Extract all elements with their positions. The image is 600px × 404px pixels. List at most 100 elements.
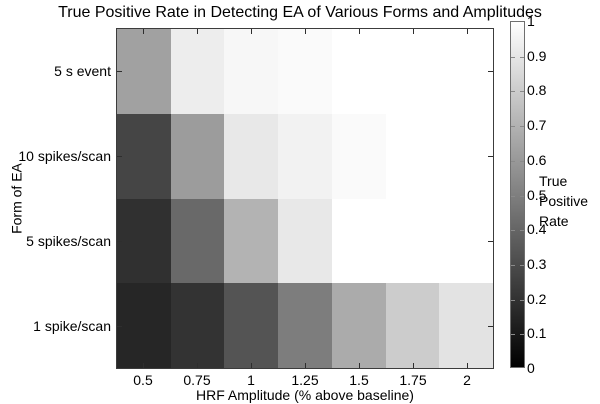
colorbar-tick-label: 0.7 — [527, 117, 547, 134]
y-tick-label: 10 spikes/scan — [18, 147, 111, 164]
x-axis-tick — [413, 363, 414, 368]
colorbar-tick — [520, 334, 524, 336]
x-tick-label: 1.25 — [291, 372, 319, 388]
heatmap-cell — [117, 283, 171, 368]
heatmap-cell — [331, 283, 386, 368]
heatmap-cell — [278, 198, 332, 284]
heatmap-cell — [331, 113, 386, 199]
colorbar-tick-label: 0.9 — [527, 47, 547, 64]
colorbar-tick — [511, 264, 515, 266]
colorbar-tick — [511, 195, 515, 197]
heatmap-cell — [117, 198, 171, 284]
colorbar-tick-label: 0.8 — [527, 82, 547, 99]
heatmap-cell — [117, 113, 171, 199]
heatmap-cell — [278, 283, 332, 368]
colorbar-tick-label: 0.5 — [527, 186, 547, 203]
colorbar-tick — [520, 91, 524, 93]
y-axis-tick — [117, 71, 122, 72]
y-tick-label: 5 s event — [54, 62, 111, 79]
x-axis-tick — [143, 363, 144, 368]
colorbar-tick — [520, 264, 524, 266]
heatmap-cell — [331, 29, 386, 114]
x-tick-label: 0.75 — [183, 372, 211, 388]
y-axis-tick — [488, 326, 493, 327]
y-axis-tick — [488, 156, 493, 157]
y-axis-tick — [117, 326, 122, 327]
colorbar-tick-label: 0.2 — [527, 290, 547, 307]
x-axis-tick — [467, 363, 468, 368]
y-tick-label: 5 spikes/scan — [26, 233, 111, 250]
x-axis-tick — [305, 363, 306, 368]
colorbar-tick — [511, 91, 515, 93]
heatmap-plot — [116, 28, 494, 369]
colorbar-tick-label: 0.3 — [527, 255, 547, 272]
heatmap-cell — [170, 29, 225, 114]
heatmap-cell — [385, 113, 440, 199]
colorbar-tick-label: 1 — [527, 13, 535, 29]
colorbar-title: True Positive Rate — [539, 171, 588, 231]
colorbar — [510, 21, 525, 368]
y-axis-tick — [117, 156, 122, 157]
y-axis-tick — [488, 241, 493, 242]
heatmap-cell — [439, 198, 493, 284]
x-axis-tick — [305, 29, 306, 34]
colorbar-tick — [511, 334, 515, 336]
x-axis-tick — [197, 29, 198, 34]
x-tick-label: 1.5 — [349, 372, 369, 388]
colorbar-title-line: True — [539, 173, 568, 189]
x-axis-tick — [359, 29, 360, 34]
heatmap-cell — [278, 113, 332, 199]
heatmap-cell — [224, 283, 279, 368]
chart-title: True Positive Rate in Detecting EA of Va… — [58, 4, 542, 21]
x-tick-label: 1.75 — [399, 372, 427, 388]
heatmap-cell — [439, 283, 493, 368]
x-axis-tick — [251, 29, 252, 34]
heatmap-cell — [385, 198, 440, 284]
colorbar-tick — [511, 56, 515, 58]
heatmap-cell — [385, 29, 440, 114]
heatmap-cell — [439, 113, 493, 199]
heatmap-cell — [385, 283, 440, 368]
colorbar-tick — [511, 230, 515, 232]
colorbar-title-line: Positive — [539, 193, 589, 209]
x-axis-tick — [359, 363, 360, 368]
heatmap-cell — [331, 198, 386, 284]
heatmap-cell — [224, 29, 279, 114]
colorbar-title-line: Rate — [539, 213, 569, 229]
x-tick-label: 1 — [247, 372, 255, 388]
colorbar-tick — [511, 160, 515, 162]
heatmap-cell — [170, 283, 225, 368]
colorbar-tick — [520, 195, 524, 197]
y-axis-tick — [488, 71, 493, 72]
colorbar-tick-label: 0.6 — [527, 151, 547, 168]
heatmap-cell — [224, 198, 279, 284]
heatmap-grid — [117, 29, 493, 368]
heatmap-cell — [278, 29, 332, 114]
y-axis-tick — [117, 241, 122, 242]
x-axis-tick — [143, 29, 144, 34]
x-axis-tick — [413, 29, 414, 34]
heatmap-cell — [224, 113, 279, 199]
heatmap-cell — [439, 29, 493, 114]
colorbar-tick — [511, 126, 515, 128]
colorbar-tick-label: 0.1 — [527, 325, 547, 342]
colorbar-tick — [520, 160, 524, 162]
colorbar-tick — [511, 299, 515, 301]
heatmap-cell — [170, 113, 225, 199]
colorbar-tick — [520, 299, 524, 301]
colorbar-tick — [520, 230, 524, 232]
colorbar-tick-label: 0 — [527, 360, 535, 376]
colorbar-tick — [520, 126, 524, 128]
y-tick-label: 1 spike/scan — [33, 318, 111, 335]
x-axis-tick — [197, 363, 198, 368]
x-tick-label: 2 — [463, 372, 471, 388]
heatmap-cell — [117, 29, 171, 114]
heatmap-cell — [170, 198, 225, 284]
x-tick-label: 0.5 — [133, 372, 153, 388]
x-axis-label: HRF Amplitude (% above baseline) — [196, 387, 414, 403]
colorbar-tick — [520, 56, 524, 58]
x-axis-tick — [467, 29, 468, 34]
x-axis-tick — [251, 363, 252, 368]
colorbar-tick-label: 0.4 — [527, 221, 547, 238]
